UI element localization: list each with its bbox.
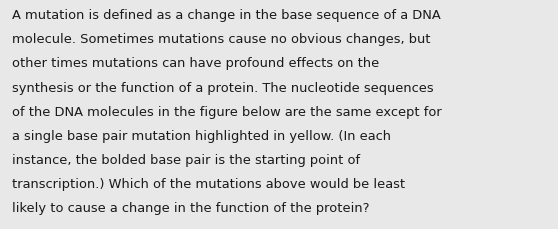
Text: A mutation is defined as a change in the base sequence of a DNA: A mutation is defined as a change in the… — [12, 9, 441, 22]
Text: synthesis or the function of a protein. The nucleotide sequences: synthesis or the function of a protein. … — [12, 81, 434, 94]
Text: of the DNA molecules in the figure below are the same except for: of the DNA molecules in the figure below… — [12, 105, 442, 118]
Text: instance, the bolded base pair is the starting point of: instance, the bolded base pair is the st… — [12, 153, 360, 166]
Text: transcription.) Which of the mutations above would be least: transcription.) Which of the mutations a… — [12, 177, 406, 191]
Text: a single base pair mutation highlighted in yellow. (In each: a single base pair mutation highlighted … — [12, 129, 391, 142]
Text: other times mutations can have profound effects on the: other times mutations can have profound … — [12, 57, 379, 70]
Text: likely to cause a change in the function of the protein?: likely to cause a change in the function… — [12, 202, 370, 215]
Text: molecule. Sometimes mutations cause no obvious changes, but: molecule. Sometimes mutations cause no o… — [12, 33, 431, 46]
